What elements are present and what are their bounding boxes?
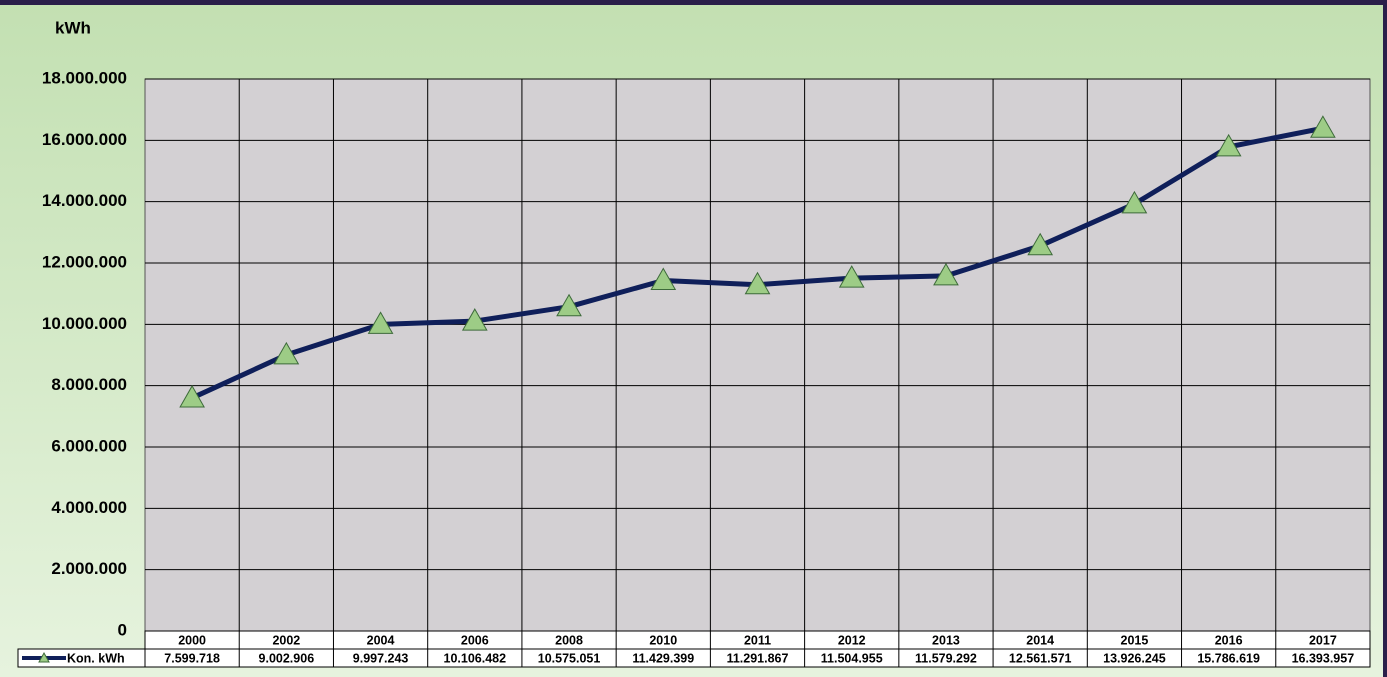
legend-marker	[38, 651, 50, 663]
data-point	[1121, 190, 1148, 214]
y-tick-label: 16.000.000	[42, 130, 127, 149]
table-value: 16.393.957	[1292, 651, 1355, 665]
x-tick-label: 2013	[932, 633, 960, 647]
y-tick-label: 18.000.000	[42, 68, 127, 87]
data-point	[838, 265, 865, 288]
table-value: 15.786.619	[1197, 651, 1260, 665]
y-axis-label: kWh	[55, 18, 91, 37]
x-tick-label: 2017	[1309, 633, 1337, 647]
table-value: 7.599.718	[164, 651, 220, 665]
data-point	[273, 341, 300, 365]
data-point	[367, 311, 394, 334]
y-tick-label: 2.000.000	[51, 559, 127, 578]
data-point	[744, 271, 771, 295]
table-value: 11.291.867	[727, 651, 789, 665]
y-tick-label: 0	[118, 620, 127, 639]
x-tick-label: 2010	[649, 633, 677, 647]
x-tick-label: 2000	[178, 633, 206, 647]
data-point	[556, 293, 582, 317]
plot-area	[144, 78, 1371, 632]
table-value: 11.429.399	[632, 651, 694, 665]
x-tick-label: 2015	[1121, 633, 1149, 647]
x-tick-label: 2012	[838, 633, 866, 647]
y-tick-label: 14.000.000	[42, 191, 127, 210]
x-tick-label: 2008	[555, 633, 583, 647]
x-tick-label: 2006	[461, 633, 489, 647]
data-point	[1027, 232, 1054, 256]
y-tick-label: 6.000.000	[51, 436, 127, 455]
y-tick-label: 12.000.000	[42, 252, 127, 271]
y-tick-label: 4.000.000	[51, 498, 127, 517]
x-tick-label: 2002	[272, 633, 300, 647]
table-value: 12.561.571	[1009, 651, 1072, 665]
x-tick-label: 2014	[1026, 633, 1054, 647]
table-value: 9.997.243	[353, 651, 409, 665]
data-point	[461, 308, 488, 331]
table-value: 9.002.906	[259, 651, 315, 665]
y-tick-label: 8.000.000	[51, 375, 127, 394]
data-point	[1310, 115, 1336, 138]
table-value: 11.579.292	[915, 651, 977, 665]
data-point	[933, 262, 959, 286]
data-point	[179, 384, 205, 408]
table-value: 10.575.051	[538, 651, 601, 665]
legend-label: Kon. kWh	[67, 651, 125, 665]
x-tick-label: 2004	[367, 633, 395, 647]
data-point	[650, 267, 677, 290]
table-value: 13.926.245	[1103, 651, 1166, 665]
table-value: 10.106.482	[444, 651, 507, 665]
x-tick-label: 2016	[1215, 633, 1243, 647]
table-value: 11.504.955	[821, 651, 883, 665]
y-tick-label: 10.000.000	[42, 314, 127, 333]
x-tick-label: 2011	[744, 633, 771, 647]
data-point	[1215, 133, 1242, 157]
